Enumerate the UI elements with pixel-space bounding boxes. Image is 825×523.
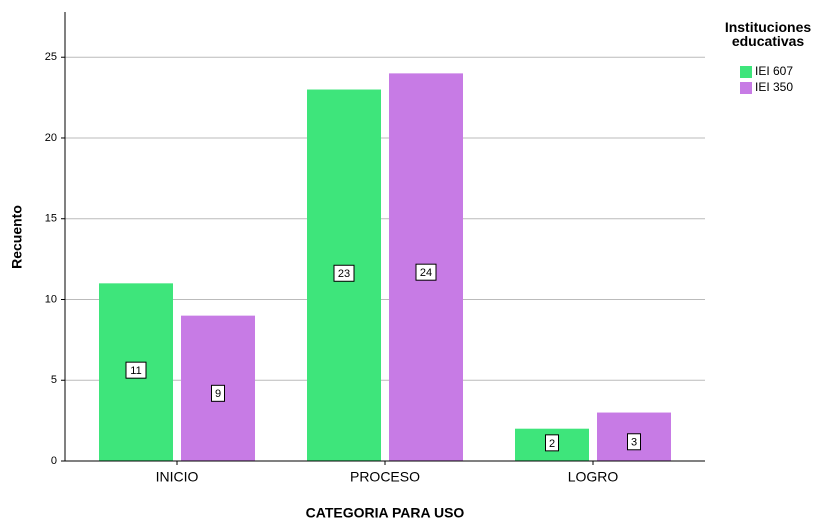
legend-swatch: [740, 66, 752, 78]
value-label-box: [333, 264, 355, 282]
legend-label: IEI 350: [755, 80, 793, 94]
value-label: 2: [549, 438, 555, 450]
value-label: 23: [338, 268, 350, 280]
x-tick-label: INICIO: [156, 469, 199, 485]
value-label-box: [545, 434, 559, 452]
legend-title: Instituciones educativas: [724, 19, 812, 49]
y-tick-label: 15: [45, 213, 57, 225]
x-tick-label: PROCESO: [350, 469, 420, 485]
x-tick-label: LOGRO: [568, 469, 619, 485]
value-label: 24: [420, 267, 432, 279]
y-tick-label: 0: [51, 455, 57, 467]
value-label-box: [125, 361, 147, 379]
value-label-box: [211, 384, 225, 402]
y-tick-label: 10: [45, 293, 57, 305]
legend-label: IEI 607: [755, 64, 793, 78]
legend-swatch: [740, 82, 752, 94]
value-label-box: [627, 433, 641, 451]
y-axis-title: Recuento: [9, 205, 25, 269]
value-label-box: [415, 263, 437, 281]
value-label: 3: [631, 437, 637, 449]
x-axis-title: CATEGORIA PARA USO: [306, 505, 465, 521]
y-tick-label: 20: [45, 132, 57, 144]
value-label: 11: [130, 365, 141, 377]
y-tick-label: 25: [45, 51, 57, 63]
value-label: 9: [215, 388, 221, 400]
y-tick-label: 5: [51, 374, 57, 386]
